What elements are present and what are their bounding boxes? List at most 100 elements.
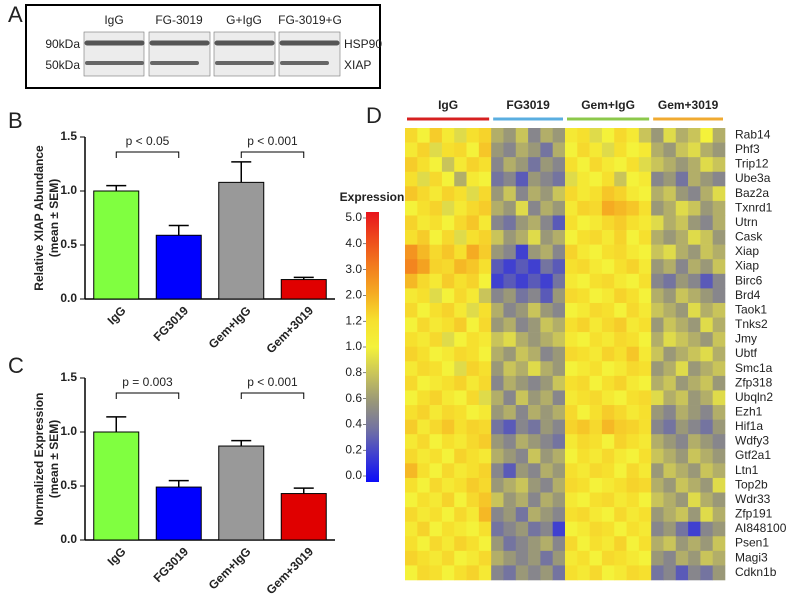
heatmap-cell <box>688 419 701 435</box>
heatmap-cell <box>577 565 590 581</box>
error-bar <box>293 276 314 280</box>
heatmap-cell <box>614 317 627 333</box>
heatmap-cell <box>429 507 443 522</box>
heatmap-cell <box>614 550 627 566</box>
heatmap-cell <box>589 273 603 289</box>
heatmap-cell <box>651 405 664 420</box>
heatmap-cell <box>601 215 615 231</box>
heatmap-cell <box>417 448 430 464</box>
heatmap-cell <box>589 448 603 464</box>
heatmap-cell <box>429 302 443 318</box>
heatmap-cell <box>491 536 504 552</box>
heatmap-cell <box>540 550 553 566</box>
row-label: Xiap <box>735 259 759 273</box>
heatmap-cell <box>503 128 517 143</box>
heatmap-cell <box>614 288 627 304</box>
heatmap-cell <box>638 259 652 275</box>
heatmap-cell <box>651 550 664 566</box>
heatmap-cell <box>454 375 467 391</box>
heatmap-cell <box>405 273 418 289</box>
heatmap-cell <box>528 477 541 493</box>
bar <box>280 493 327 541</box>
heatmap-cell <box>466 492 480 508</box>
heatmap-cell <box>688 288 701 304</box>
heatmap-cell <box>429 157 443 173</box>
panel-label: D <box>366 103 382 128</box>
heatmap-cell <box>712 302 726 318</box>
heatmap-cell <box>614 332 627 348</box>
heatmap-cell <box>589 317 603 333</box>
heatmap-cell <box>441 448 455 464</box>
y-tick-label: 0.0 <box>60 532 77 546</box>
heatmap-cell <box>405 521 418 537</box>
heatmap-cell <box>454 419 467 435</box>
heatmap-cell <box>651 302 664 318</box>
heatmap-cell <box>491 361 504 377</box>
heatmap-cell <box>675 521 689 537</box>
heatmap-cell <box>441 171 455 187</box>
heatmap-cell <box>712 215 726 231</box>
heatmap-cell <box>614 375 627 391</box>
heatmap-cell <box>614 259 627 275</box>
heatmap-cell <box>688 157 701 173</box>
heatmap-cell <box>700 463 713 479</box>
heatmap-cell <box>675 273 689 289</box>
row-label: Ezh1 <box>735 404 763 418</box>
heatmap-cell <box>503 317 517 333</box>
heatmap-cell <box>651 492 664 508</box>
heatmap-cell <box>688 128 701 143</box>
heatmap-cell <box>552 492 566 508</box>
heatmap-cell <box>688 405 701 420</box>
heatmap-cell <box>454 128 467 143</box>
heatmap-cell <box>441 521 455 537</box>
heatmap-cell <box>675 244 689 260</box>
row-label: Tnks2 <box>735 317 768 331</box>
heatmap-cell <box>552 288 566 304</box>
heatmap-cell <box>515 273 529 289</box>
x-tick-label: Gem+3019 <box>264 544 317 597</box>
heatmap-cell <box>429 434 443 450</box>
heatmap-cell <box>515 332 529 348</box>
heatmap-cell <box>614 346 627 362</box>
heatmap-cell <box>515 536 529 552</box>
heatmap-cell <box>626 521 640 537</box>
heatmap-cell <box>700 390 713 406</box>
heatmap-cell <box>700 492 713 508</box>
heatmap-cell <box>528 259 541 275</box>
heatmap-cell <box>688 273 701 289</box>
heatmap-cell <box>429 477 443 493</box>
heatmap-cell <box>491 492 504 508</box>
heatmap-cell <box>565 507 578 522</box>
colorbar-tick-label: 0.6 <box>345 391 362 405</box>
heatmap-cell <box>441 419 455 435</box>
heatmap-cell <box>565 565 578 581</box>
significance-bracket <box>115 392 180 399</box>
heatmap-cell <box>651 463 664 479</box>
heatmap-cell <box>540 361 553 377</box>
row-label: Smc1a <box>735 361 773 375</box>
heatmap-cell <box>515 492 529 508</box>
heatmap-cell <box>466 171 480 187</box>
heatmap-cell <box>478 477 492 493</box>
heatmap-cell <box>491 346 504 362</box>
heatmap-cell <box>712 259 726 275</box>
heatmap-cell <box>601 477 615 493</box>
heatmap-cell <box>515 230 529 245</box>
y-tick-label: 0.5 <box>60 237 77 251</box>
heatmap-cell <box>405 171 418 187</box>
heatmap-cell <box>675 448 689 464</box>
heatmap-cell <box>638 215 652 231</box>
colorbar-tick-label: 1.2 <box>345 313 362 327</box>
heatmap-cell <box>663 215 677 231</box>
heatmap-cell <box>626 448 640 464</box>
heatmap-cell <box>663 390 677 406</box>
heatmap-cell <box>577 448 590 464</box>
heatmap-cell <box>417 317 430 333</box>
heatmap-cell <box>429 186 443 202</box>
heatmap-cell <box>466 361 480 377</box>
bar <box>218 445 265 541</box>
heatmap-cell <box>405 405 418 420</box>
heatmap-cell <box>454 244 467 260</box>
heatmap-cell <box>601 434 615 450</box>
heatmap-cell <box>565 477 578 493</box>
